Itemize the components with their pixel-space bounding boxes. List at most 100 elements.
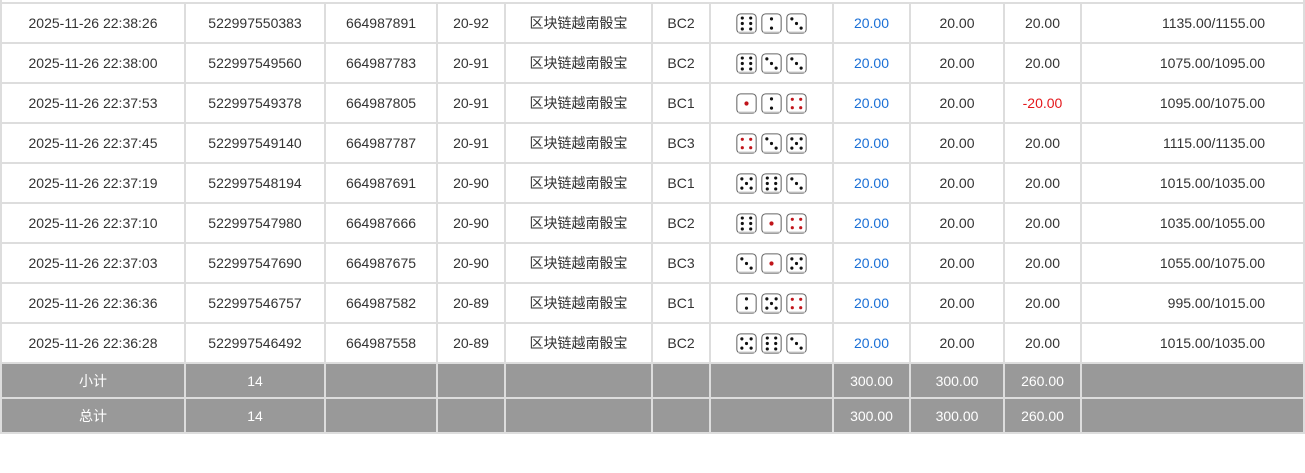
bet-sum: 300.00 xyxy=(832,362,911,399)
die-6-icon xyxy=(761,172,782,194)
bet-amount: 20.00 xyxy=(832,2,911,44)
valid-bet: 20.00 xyxy=(909,2,1005,44)
total-row: 总计 14 300.00 300.00 260.00 xyxy=(0,397,1305,434)
die-5-icon xyxy=(736,332,757,354)
table-row: 2025-11-26 22:37:03 522997547690 664987675… xyxy=(0,242,1305,284)
round-number: 20-91 xyxy=(436,122,506,164)
order-number: 522997548194 xyxy=(184,162,326,204)
empty-cell xyxy=(436,362,506,399)
table-row: 2025-11-26 22:37:53 522997549378 664987805… xyxy=(0,82,1305,124)
dice-result xyxy=(709,322,834,364)
game-id: 664987787 xyxy=(324,122,438,164)
payout: -20.00 xyxy=(1003,82,1082,124)
die-3-icon xyxy=(786,172,807,194)
bet-records-table: 2025-11-26 22:38:26 522997550383 664987891… xyxy=(0,0,1305,434)
empty-cell xyxy=(436,397,506,434)
balance: 995.00/1015.00 xyxy=(1080,282,1305,324)
game-name: 区块链越南骰宝 xyxy=(504,242,653,284)
die-1-icon xyxy=(736,92,757,114)
payout: 20.00 xyxy=(1003,322,1082,364)
payout: 20.00 xyxy=(1003,282,1082,324)
valid-bet: 20.00 xyxy=(909,42,1005,84)
game-id: 664987783 xyxy=(324,42,438,84)
game-id: 664987675 xyxy=(324,242,438,284)
die-5-icon xyxy=(786,132,807,154)
bet-amount: 20.00 xyxy=(832,242,911,284)
die-6-icon xyxy=(736,212,757,234)
die-1-icon xyxy=(761,252,782,274)
die-3-icon xyxy=(786,12,807,34)
payout: 20.00 xyxy=(1003,122,1082,164)
table-name: BC2 xyxy=(651,322,711,364)
game-name: 区块链越南骰宝 xyxy=(504,42,653,84)
bet-time: 2025-11-26 22:37:45 xyxy=(0,122,186,164)
count: 14 xyxy=(184,362,326,399)
game-id: 664987666 xyxy=(324,202,438,244)
game-id: 664987805 xyxy=(324,82,438,124)
empty-cell xyxy=(651,397,711,434)
bet-amount: 20.00 xyxy=(832,122,911,164)
order-number: 522997547980 xyxy=(184,202,326,244)
bet-amount: 20.00 xyxy=(832,282,911,324)
payout: 20.00 xyxy=(1003,42,1082,84)
table-name: BC1 xyxy=(651,282,711,324)
die-4-icon xyxy=(736,132,757,154)
valid-bet: 20.00 xyxy=(909,82,1005,124)
payout: 20.00 xyxy=(1003,162,1082,204)
payout-sum: 260.00 xyxy=(1003,397,1082,434)
die-3-icon xyxy=(786,52,807,74)
empty-cell xyxy=(324,362,438,399)
die-3-icon xyxy=(761,132,782,154)
balance: 1035.00/1055.00 xyxy=(1080,202,1305,244)
order-number: 522997549378 xyxy=(184,82,326,124)
bet-amount: 20.00 xyxy=(832,82,911,124)
empty-cell xyxy=(504,362,653,399)
die-4-icon xyxy=(786,212,807,234)
valid-bet: 20.00 xyxy=(909,202,1005,244)
bet-time: 2025-11-26 22:37:53 xyxy=(0,82,186,124)
table-row: 2025-11-26 22:36:28 522997546492 664987558… xyxy=(0,322,1305,364)
empty-cell xyxy=(709,397,834,434)
empty-cell xyxy=(504,397,653,434)
table-row: 2025-11-26 22:37:19 522997548194 664987691… xyxy=(0,162,1305,204)
valid-bet: 20.00 xyxy=(909,162,1005,204)
order-number: 522997550383 xyxy=(184,2,326,44)
dice-result xyxy=(709,162,834,204)
game-name: 区块链越南骰宝 xyxy=(504,282,653,324)
valid-sum: 300.00 xyxy=(909,362,1005,399)
game-id: 664987582 xyxy=(324,282,438,324)
die-5-icon xyxy=(786,252,807,274)
game-id: 664987558 xyxy=(324,322,438,364)
die-5-icon xyxy=(736,172,757,194)
dice-result xyxy=(709,82,834,124)
bet-amount: 20.00 xyxy=(832,162,911,204)
order-number: 522997546492 xyxy=(184,322,326,364)
die-2-icon xyxy=(736,292,757,314)
bet-time: 2025-11-26 22:36:36 xyxy=(0,282,186,324)
table-row: 2025-11-26 22:37:45 522997549140 664987787… xyxy=(0,122,1305,164)
table-row: 2025-11-26 22:38:00 522997549560 664987783… xyxy=(0,42,1305,84)
game-name: 区块链越南骰宝 xyxy=(504,122,653,164)
bet-amount: 20.00 xyxy=(832,322,911,364)
dice-result xyxy=(709,282,834,324)
die-6-icon xyxy=(736,12,757,34)
table-name: BC2 xyxy=(651,202,711,244)
game-name: 区块链越南骰宝 xyxy=(504,82,653,124)
empty-cell xyxy=(324,397,438,434)
round-number: 20-90 xyxy=(436,162,506,204)
total-label: 总计 xyxy=(0,397,186,434)
count: 14 xyxy=(184,397,326,434)
dice-result xyxy=(709,42,834,84)
order-number: 522997546757 xyxy=(184,282,326,324)
table-name: BC1 xyxy=(651,162,711,204)
valid-bet: 20.00 xyxy=(909,122,1005,164)
game-id: 664987891 xyxy=(324,2,438,44)
bet-amount: 20.00 xyxy=(832,42,911,84)
bet-time: 2025-11-26 22:37:10 xyxy=(0,202,186,244)
bet-time: 2025-11-26 22:37:19 xyxy=(0,162,186,204)
balance: 1135.00/1155.00 xyxy=(1080,2,1305,44)
balance: 1115.00/1135.00 xyxy=(1080,122,1305,164)
die-4-icon xyxy=(786,292,807,314)
die-3-icon xyxy=(761,52,782,74)
payout: 20.00 xyxy=(1003,2,1082,44)
